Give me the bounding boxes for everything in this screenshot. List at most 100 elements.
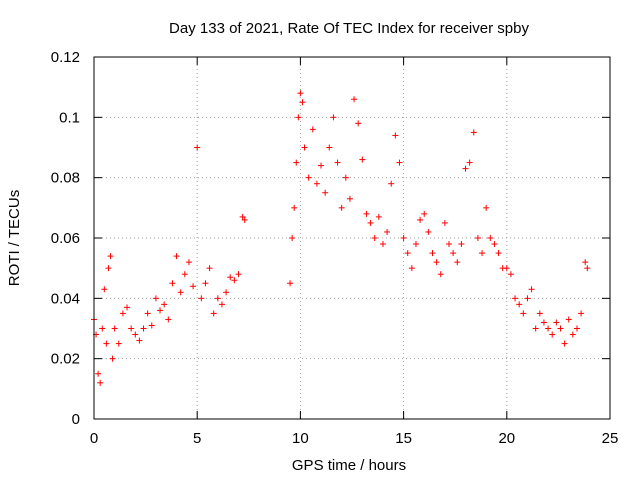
data-point — [408, 265, 415, 272]
data-point — [396, 159, 403, 166]
data-point — [119, 310, 126, 317]
x-tick-label: 10 — [292, 430, 309, 447]
data-point — [573, 325, 580, 332]
data-point — [474, 235, 481, 241]
data-point — [470, 129, 477, 136]
data-point — [462, 165, 469, 172]
data-point — [297, 90, 304, 97]
data-point — [520, 310, 527, 317]
data-point — [404, 250, 411, 257]
data-point — [295, 114, 302, 121]
data-point — [487, 235, 494, 241]
data-point — [128, 325, 135, 332]
data-point — [582, 259, 589, 266]
data-point — [532, 325, 539, 332]
data-point — [148, 322, 155, 329]
data-point — [379, 241, 386, 248]
data-point — [392, 132, 399, 139]
data-point — [553, 319, 560, 326]
data-point — [97, 379, 104, 386]
data-point — [105, 265, 112, 272]
data-point — [359, 156, 366, 163]
data-point — [466, 159, 473, 166]
data-point — [241, 216, 248, 223]
data-point — [301, 144, 308, 151]
data-point — [206, 265, 213, 272]
data-point — [441, 219, 448, 226]
data-point — [132, 331, 139, 338]
data-point — [109, 355, 116, 362]
data-point — [165, 316, 172, 323]
data-point — [152, 295, 159, 302]
data-point — [388, 180, 395, 187]
data-point — [524, 295, 531, 302]
data-point — [313, 180, 320, 187]
data-point — [95, 370, 102, 377]
data-point — [202, 280, 209, 287]
data-point — [144, 310, 151, 317]
data-point — [99, 325, 106, 332]
x-tick-label: 25 — [602, 430, 619, 447]
data-point — [355, 120, 362, 127]
data-point — [545, 325, 552, 332]
y-tick-labels: 0 0.02 0.04 0.06 0.08 0.1 0.12 — [51, 49, 80, 428]
y-tick-label: 0.08 — [51, 170, 80, 187]
data-point — [346, 195, 353, 202]
data-point — [516, 301, 523, 308]
data-point — [433, 259, 440, 266]
data-point — [291, 204, 298, 211]
data-point — [458, 241, 465, 248]
data-point — [239, 213, 246, 220]
data-point — [561, 340, 568, 347]
data-point — [495, 250, 502, 257]
data-point — [136, 337, 143, 344]
data-point — [293, 159, 300, 166]
data-point — [198, 295, 205, 302]
data-point — [421, 210, 428, 217]
data-point — [318, 162, 325, 169]
data-point — [190, 283, 197, 290]
data-point — [287, 280, 294, 287]
data-point — [437, 271, 444, 278]
data-point — [223, 289, 230, 296]
data-point — [235, 271, 242, 278]
x-tick-label: 15 — [395, 430, 412, 447]
x-axis-label: GPS time / hours — [292, 457, 406, 474]
y-axis-label: ROTI / TECUs — [6, 190, 23, 286]
data-point — [363, 210, 370, 217]
data-point — [375, 213, 382, 220]
data-point — [115, 340, 122, 347]
axis-ticks — [93, 56, 611, 420]
x-tick-labels: 0 5 10 15 20 25 — [90, 430, 619, 447]
data-point — [549, 331, 556, 338]
data-point — [101, 286, 108, 293]
data-point — [177, 289, 184, 296]
data-point — [450, 250, 457, 257]
data-point — [124, 304, 131, 311]
data-point — [425, 228, 432, 235]
y-tick-label: 0.1 — [59, 109, 80, 126]
data-point — [218, 301, 225, 308]
data-point — [210, 310, 217, 317]
data-point — [111, 325, 118, 332]
data-point — [367, 219, 374, 226]
data-point — [289, 235, 296, 241]
data-point — [299, 99, 306, 106]
data-point — [157, 307, 164, 314]
y-tick-label: 0.02 — [51, 351, 80, 368]
y-tick-label: 0.04 — [51, 290, 80, 307]
data-point — [569, 331, 576, 338]
data-point — [584, 265, 591, 272]
data-point — [305, 174, 312, 181]
data-point — [140, 325, 147, 332]
data-point — [231, 277, 238, 284]
data-point — [322, 189, 329, 196]
data-point — [309, 126, 316, 133]
data-point — [536, 310, 543, 317]
data-point — [512, 295, 519, 302]
data-point — [326, 144, 333, 151]
data-point — [214, 295, 221, 302]
data-point — [371, 235, 378, 241]
data-point — [557, 325, 564, 332]
